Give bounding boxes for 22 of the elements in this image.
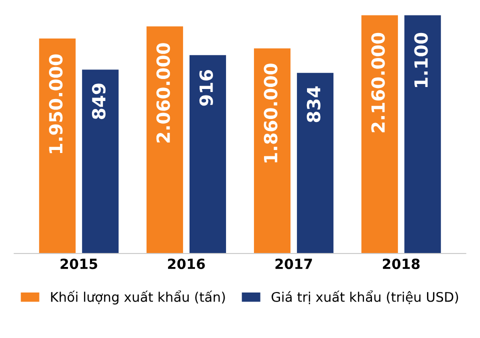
data-label: 849	[92, 84, 106, 120]
x-tick-label: 2016	[168, 258, 205, 270]
data-label: 2.160.000	[371, 32, 385, 132]
data-label: 2.060.000	[156, 43, 170, 142]
x-tick-label: 2017	[275, 258, 312, 270]
bar	[39, 38, 76, 254]
legend-label: Giá trị xuất khẩu (triệu USD)	[272, 290, 458, 304]
data-label: 1.950.000	[48, 54, 63, 154]
data-label: 1.860.000	[264, 64, 278, 162]
bar	[296, 72, 334, 254]
bar	[254, 48, 290, 254]
bar	[404, 15, 441, 254]
bar	[146, 26, 184, 254]
data-label: 1.100	[414, 32, 428, 88]
bar	[82, 70, 119, 254]
data-label: 834	[306, 86, 320, 122]
legend-label: Khối lượng xuất khẩu (tấn)	[51, 290, 225, 304]
x-tick-label: 2015	[60, 258, 98, 270]
bar	[190, 55, 226, 254]
bar	[361, 15, 398, 254]
x-tick-label: 2018	[382, 258, 420, 270]
data-label: 916	[199, 70, 214, 106]
